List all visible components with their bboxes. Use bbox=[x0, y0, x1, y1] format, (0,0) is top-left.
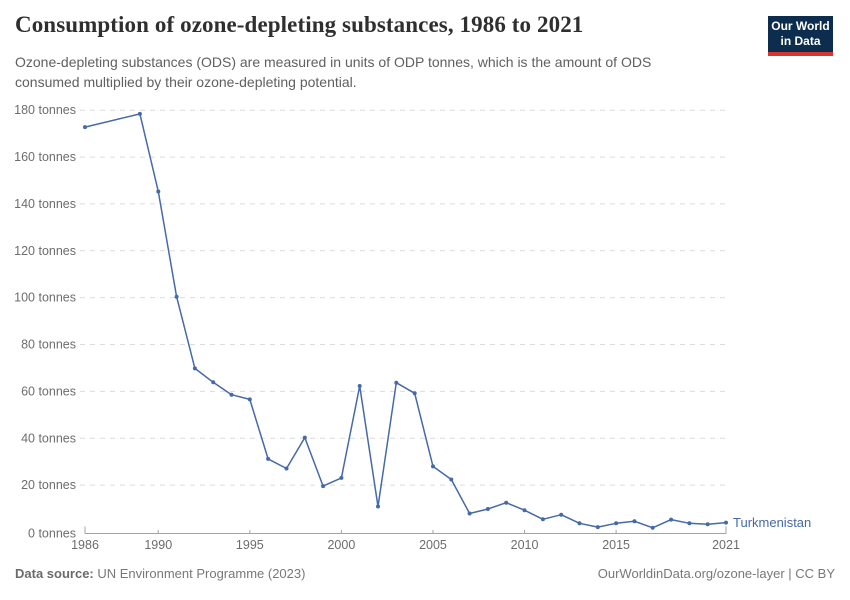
data-point-turkmenistan-2012 bbox=[559, 512, 564, 517]
x-tick-label-1986: 1986 bbox=[71, 538, 99, 552]
data-point-turkmenistan-2016 bbox=[632, 519, 637, 524]
data-line-turkmenistan bbox=[84, 113, 727, 529]
series-label-turkmenistan[interactable]: Turkmenistan bbox=[733, 515, 811, 530]
x-tick-label-1995: 1995 bbox=[236, 538, 264, 552]
owid-logo-line2: in Data bbox=[780, 34, 821, 48]
data-point-turkmenistan-1995 bbox=[247, 397, 252, 402]
data-point-turkmenistan-2010 bbox=[522, 508, 527, 513]
page-title: Consumption of ozone-depleting substance… bbox=[15, 12, 584, 37]
data-point-turkmenistan-2013 bbox=[577, 521, 582, 526]
x-tick-label-2010: 2010 bbox=[511, 538, 539, 552]
data-point-turkmenistan-1993 bbox=[211, 380, 216, 385]
chart-subtitle: Ozone-depleting substances (ODS) are mea… bbox=[15, 54, 652, 91]
data-point-turkmenistan-2021 bbox=[724, 520, 728, 525]
data-point-turkmenistan-2001 bbox=[357, 384, 362, 388]
chart-footer: Data source: UN Environment Programme (2… bbox=[15, 566, 835, 581]
data-point-turkmenistan-2002 bbox=[376, 504, 380, 509]
data-point-turkmenistan-1990 bbox=[156, 189, 161, 194]
data-point-turkmenistan-2017 bbox=[650, 525, 655, 530]
data-point-turkmenistan-2014 bbox=[595, 525, 600, 530]
owid-logo-red-stripe bbox=[768, 52, 833, 56]
y-tick-label-180: 180 tonnes bbox=[14, 103, 76, 117]
data-point-turkmenistan-1989 bbox=[137, 111, 142, 116]
data-point-turkmenistan-2009 bbox=[504, 500, 509, 505]
x-tick-label-2000: 2000 bbox=[327, 538, 355, 552]
y-tick-label-100: 100 tonnes bbox=[14, 291, 76, 305]
data-point-turkmenistan-2000 bbox=[339, 475, 344, 480]
data-point-turkmenistan-2020 bbox=[705, 522, 710, 527]
x-tick-label-2015: 2015 bbox=[602, 538, 630, 552]
data-source-note: Data source: UN Environment Programme (2… bbox=[15, 566, 305, 581]
x-tick-label-2021: 2021 bbox=[712, 538, 740, 552]
data-point-turkmenistan-2015 bbox=[614, 521, 619, 526]
y-tick-label-120: 120 tonnes bbox=[14, 244, 76, 258]
y-tick-label-20: 20 tonnes bbox=[21, 478, 76, 492]
data-point-turkmenistan-2005 bbox=[431, 464, 435, 469]
y-tick-label-160: 160 tonnes bbox=[14, 150, 76, 164]
owid-logo-box: Our World in Data bbox=[768, 16, 833, 52]
y-tick-label-40: 40 tonnes bbox=[21, 431, 76, 445]
data-point-turkmenistan-1992 bbox=[192, 366, 197, 371]
data-point-turkmenistan-2004 bbox=[412, 391, 417, 396]
y-tick-label-0: 0 tonnes bbox=[28, 527, 76, 541]
data-point-turkmenistan-1994 bbox=[229, 392, 234, 397]
x-tick-label-2005: 2005 bbox=[419, 538, 447, 552]
owid-logo[interactable]: Our World in Data bbox=[768, 16, 833, 56]
data-point-turkmenistan-1998 bbox=[302, 435, 307, 440]
data-point-turkmenistan-1986 bbox=[83, 125, 87, 130]
owid-logo-line1: Our World bbox=[771, 19, 830, 33]
owid-url-license-link[interactable]: OurWorldinData.org/ozone-layer | CC BY bbox=[597, 566, 835, 581]
y-tick-label-140: 140 tonnes bbox=[14, 197, 76, 211]
data-point-turkmenistan-2011 bbox=[540, 517, 545, 522]
data-source-label: Data source: bbox=[15, 566, 94, 581]
data-source-text: UN Environment Programme (2023) bbox=[93, 566, 306, 581]
x-tick-label-1990: 1990 bbox=[144, 538, 172, 552]
data-point-turkmenistan-2007 bbox=[467, 511, 472, 516]
data-point-turkmenistan-2003 bbox=[394, 380, 399, 385]
y-tick-label-60: 60 tonnes bbox=[21, 384, 76, 398]
data-point-turkmenistan-1999 bbox=[321, 484, 326, 489]
data-point-turkmenistan-2019 bbox=[687, 521, 692, 526]
data-point-turkmenistan-1997 bbox=[284, 466, 289, 471]
data-point-turkmenistan-1991 bbox=[174, 294, 179, 299]
y-tick-label-80: 80 tonnes bbox=[21, 338, 76, 352]
data-point-turkmenistan-2008 bbox=[485, 507, 490, 511]
data-point-turkmenistan-2018 bbox=[669, 517, 674, 522]
data-point-turkmenistan-1996 bbox=[266, 456, 271, 461]
data-point-turkmenistan-2006 bbox=[449, 477, 454, 482]
